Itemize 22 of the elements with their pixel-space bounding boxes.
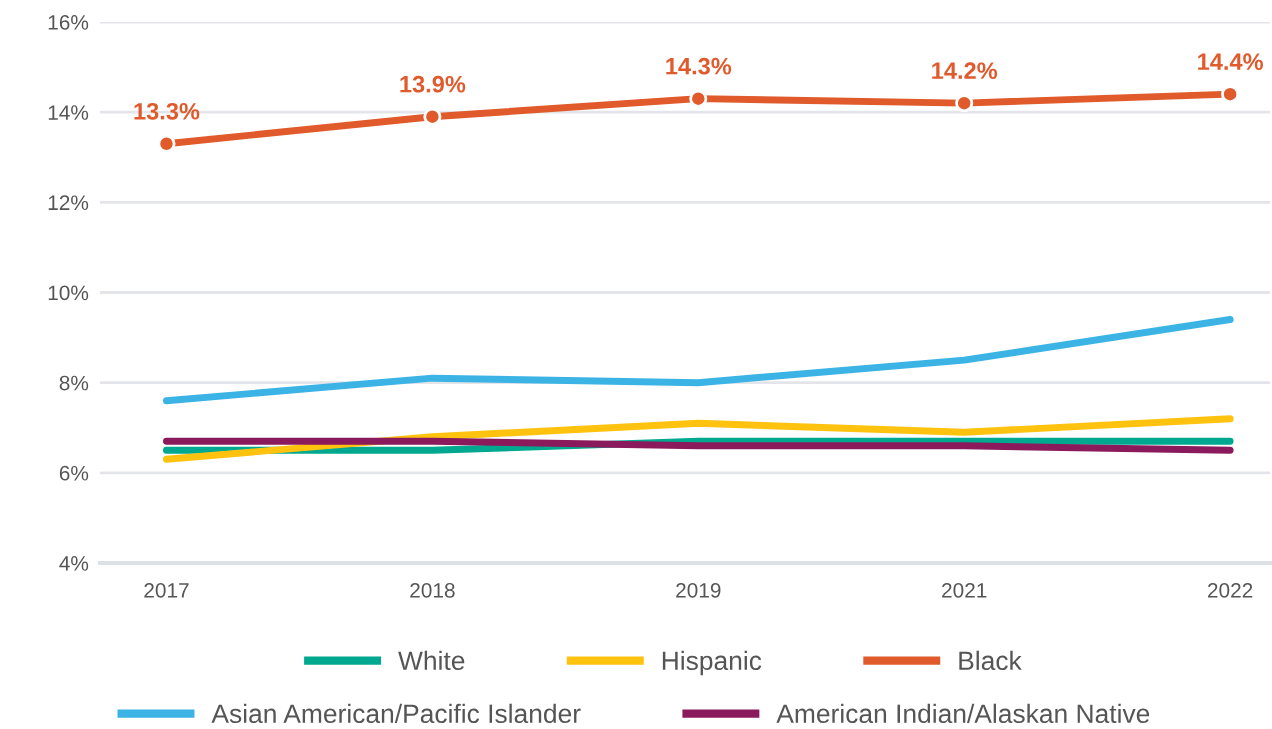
legend-label: Black: [959, 650, 1022, 671]
data-label: 13.3%: [134, 102, 200, 120]
data-label: 14.4%: [1198, 53, 1263, 70]
x-tick-label: 2021: [942, 582, 987, 598]
y-tick-label: 8%: [59, 375, 89, 391]
legend-label: White: [398, 650, 465, 671]
legend-label: Asian American/Pacific Islander: [211, 703, 581, 724]
x-tick-label: 2017: [144, 582, 189, 598]
y-tick-label: 12%: [48, 195, 89, 211]
legend-label: American Indian/Alaskan Native: [776, 703, 1150, 724]
x-tick-label: 2018: [410, 582, 455, 598]
data-label: 14.2%: [932, 62, 998, 79]
y-tick-label: 6%: [59, 465, 89, 481]
data-label: 14.3%: [666, 57, 732, 75]
data-label: 13.9%: [400, 75, 466, 93]
x-tick-label: 2022: [1207, 582, 1253, 598]
legend-label: Hispanic: [662, 650, 762, 676]
y-tick-label: 10%: [48, 285, 89, 301]
y-tick-label: 14%: [48, 105, 89, 120]
y-tick-label: 4%: [59, 556, 89, 571]
x-tick-label: 2019: [676, 582, 721, 598]
y-tick-label: 16%: [48, 15, 89, 30]
